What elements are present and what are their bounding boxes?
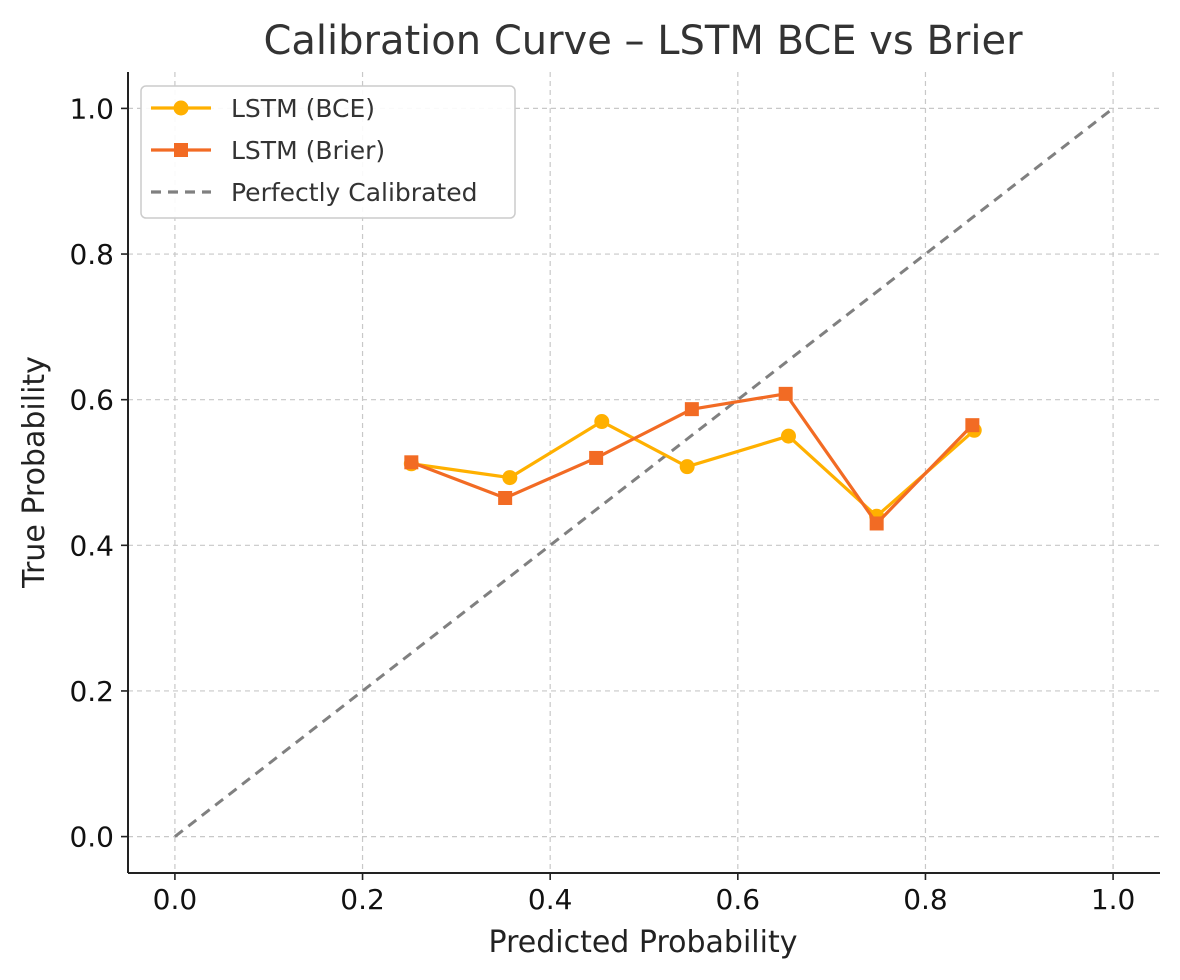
y-tick-label: 0.2 [69, 675, 114, 708]
brier-point [869, 516, 884, 531]
series-layer [173, 107, 1115, 838]
brier-point [404, 455, 419, 470]
x-tick-label: 0.2 [340, 883, 385, 916]
x-tick-label: 0.4 [528, 883, 573, 916]
legend-box [140, 85, 516, 219]
brier-point [589, 450, 604, 465]
tick-labels: 0.0 0.2 0.4 0.6 0.8 1.0 0.0 0.2 0.4 0.6 0.8 1.0 [69, 92, 1135, 916]
legend: LSTM (BCE) LSTM (Brier) Perfectly Calibrat… [140, 85, 516, 219]
legend-label-1: LSTM (Brier) [231, 136, 385, 165]
grid-lines [128, 72, 1160, 873]
chart-title: Calibration Curve – LSTM BCE vs Brier [263, 18, 1023, 64]
legend-marker-square [174, 143, 188, 157]
x-tick-label: 0.6 [716, 883, 761, 916]
legend-label-2: Perfectly Calibrated [231, 178, 477, 207]
x-tick-label: 0.8 [903, 883, 948, 916]
x-tick-label: 1.0 [1091, 883, 1136, 916]
x-axis-label: Predicted Probability [489, 925, 798, 960]
x-tick-label: 0.0 [153, 883, 198, 916]
bce-point [679, 459, 695, 475]
brier-point [965, 418, 980, 433]
legend-marker-circle [173, 100, 189, 116]
y-axis-label: True Probability [17, 356, 52, 589]
brier-point [778, 386, 793, 401]
brier-point [684, 402, 699, 417]
brier-point [498, 490, 513, 505]
axes [127, 72, 1160, 874]
y-tick-label: 1.0 [69, 92, 114, 125]
y-tick-label: 0.6 [69, 384, 114, 417]
bce-point [780, 428, 796, 444]
y-tick-label: 0.4 [69, 529, 114, 562]
y-tick-label: 0.0 [69, 821, 114, 854]
y-tick-label: 0.8 [69, 238, 114, 271]
bce-point [502, 470, 518, 486]
bce-point [594, 414, 610, 430]
series-line-2 [173, 107, 1115, 838]
legend-label-0: LSTM (BCE) [231, 94, 375, 123]
